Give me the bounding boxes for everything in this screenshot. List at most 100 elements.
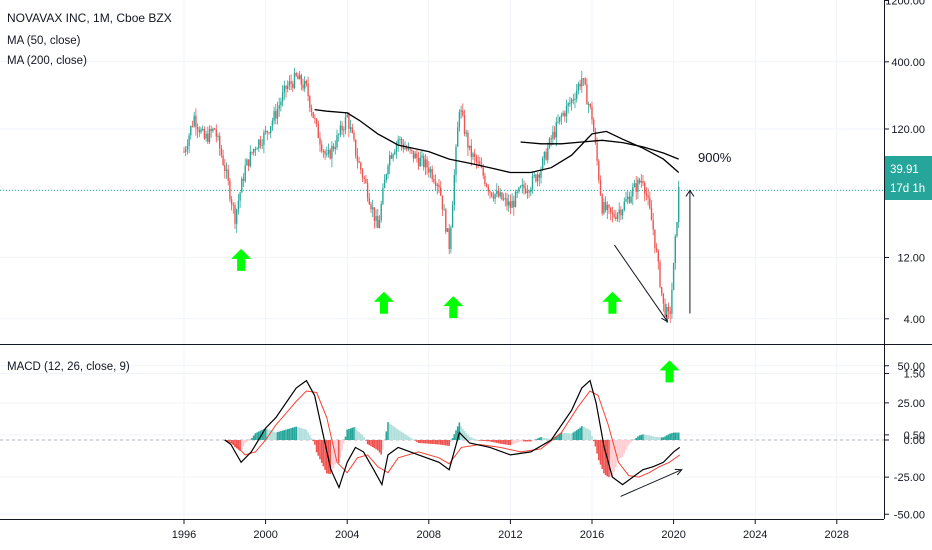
candle-body bbox=[300, 75, 302, 85]
candle-body bbox=[421, 155, 423, 158]
macd-hist-bar bbox=[258, 431, 260, 440]
candle-body bbox=[501, 192, 503, 200]
candle-body bbox=[287, 85, 289, 89]
macd-hist-bar bbox=[286, 429, 289, 440]
candle-body bbox=[314, 117, 316, 119]
macd-hist-bar bbox=[363, 437, 365, 440]
candle-body bbox=[256, 148, 258, 150]
legend-macd[interactable]: MACD (12, 26, close, 9) bbox=[7, 361, 130, 373]
candle-body bbox=[324, 151, 326, 155]
candle-body bbox=[599, 180, 602, 195]
candle-body bbox=[249, 151, 251, 167]
macd-hist-bar bbox=[601, 440, 603, 469]
macd-hist-bar bbox=[657, 437, 660, 440]
candle-body bbox=[581, 78, 583, 87]
macd-hist-bar bbox=[356, 430, 359, 440]
macd-hist-bar bbox=[358, 432, 360, 440]
candle-body bbox=[650, 207, 653, 221]
macd-hist-bar bbox=[499, 440, 501, 444]
candle-body bbox=[186, 146, 189, 150]
candle-body bbox=[341, 125, 343, 131]
time-axis[interactable]: 1996 2000 2004 2008 2012 2016 2020 2024 2028 bbox=[172, 519, 849, 541]
candle-body bbox=[647, 195, 649, 198]
candle-body bbox=[436, 184, 438, 186]
macd-hist-bar bbox=[650, 435, 653, 440]
macd-hist-bar bbox=[416, 440, 418, 442]
candle-body bbox=[380, 203, 382, 221]
candle-body bbox=[487, 186, 489, 192]
macd-hist-bar bbox=[569, 433, 571, 440]
legend-ma50[interactable]: MA (50, close) bbox=[7, 35, 81, 47]
candle-body bbox=[319, 138, 321, 145]
macd-hist-bar bbox=[489, 440, 491, 442]
candle-body bbox=[615, 216, 617, 220]
candle-body bbox=[474, 153, 476, 157]
candle-body bbox=[390, 155, 393, 159]
macd-hist-bar bbox=[632, 440, 634, 441]
macd-hist-bar bbox=[436, 440, 439, 445]
macd-hist-bar bbox=[584, 427, 586, 440]
candle-body bbox=[239, 192, 241, 201]
macd-hist-bar bbox=[269, 430, 272, 440]
macd-hist-bar bbox=[438, 440, 440, 445]
macd-hist-bar bbox=[450, 440, 452, 443]
macd-hist-bar bbox=[477, 440, 479, 441]
macd-hist-bar bbox=[492, 440, 495, 443]
candle-body bbox=[635, 183, 637, 193]
candle-body bbox=[492, 196, 495, 199]
candle-body bbox=[193, 115, 195, 127]
candle-body bbox=[431, 169, 433, 180]
price-axis[interactable]: 3600.001200.00400.00120.0040.0012.004.00… bbox=[884, 0, 925, 442]
macd-hist-bar bbox=[589, 430, 592, 440]
candle-body bbox=[463, 115, 466, 134]
macd-hist-bar bbox=[645, 434, 648, 440]
macd-hist-bar bbox=[390, 424, 393, 440]
macd-hist-bar bbox=[365, 440, 367, 441]
candle-body bbox=[225, 169, 228, 171]
macd-hist-bar bbox=[246, 440, 248, 443]
candle-body bbox=[467, 132, 469, 148]
x-tick-label: 2028 bbox=[825, 529, 849, 541]
macd-hist-bar bbox=[239, 440, 241, 451]
macd-hist-bar bbox=[307, 432, 309, 440]
candle-body bbox=[183, 151, 185, 153]
macd-hist-bar bbox=[388, 423, 391, 440]
macd-hist-bar bbox=[533, 440, 535, 441]
macd-hist-bar bbox=[562, 432, 564, 440]
x-tick-label: 2024 bbox=[743, 529, 767, 541]
macd-hist-bar bbox=[526, 440, 529, 442]
macd-axis[interactable]: 50.00 25.00 0.00 -25.00 -50.00 bbox=[884, 361, 925, 522]
macd-hist-bar bbox=[460, 426, 462, 440]
candle-body bbox=[674, 236, 676, 263]
candle-body bbox=[479, 161, 481, 166]
macd-hist-bar bbox=[652, 436, 654, 440]
macd-hist-bar bbox=[548, 438, 551, 440]
candle-body bbox=[446, 228, 449, 232]
macd-hist-bar bbox=[244, 440, 246, 444]
legend-ma200[interactable]: MA (200, close) bbox=[7, 55, 87, 67]
candle-body bbox=[516, 191, 518, 193]
candle-body bbox=[438, 184, 440, 188]
candle-body bbox=[198, 129, 200, 133]
macd-hist-bar bbox=[309, 435, 311, 440]
macd-hist-bar bbox=[429, 440, 432, 444]
macd-hist-bar bbox=[463, 430, 466, 440]
candle-body bbox=[315, 118, 318, 124]
macd-hist-bar bbox=[422, 440, 425, 444]
macd-hist-bar bbox=[266, 428, 269, 440]
candle-body bbox=[368, 197, 370, 205]
macd-hist-bar bbox=[259, 430, 262, 440]
candle-body bbox=[543, 151, 546, 158]
macd-hist-bar bbox=[303, 429, 306, 440]
candle-body bbox=[453, 174, 455, 205]
candle-body bbox=[628, 196, 631, 203]
candle-body bbox=[450, 227, 452, 249]
candle-body bbox=[327, 149, 330, 154]
macd-hist-bar bbox=[351, 427, 354, 440]
candle-body bbox=[270, 126, 272, 134]
candle-body bbox=[540, 169, 542, 178]
macd-hist-bar bbox=[329, 440, 331, 475]
macd-trend-line-head bbox=[674, 468, 683, 476]
candle-body bbox=[331, 146, 333, 159]
